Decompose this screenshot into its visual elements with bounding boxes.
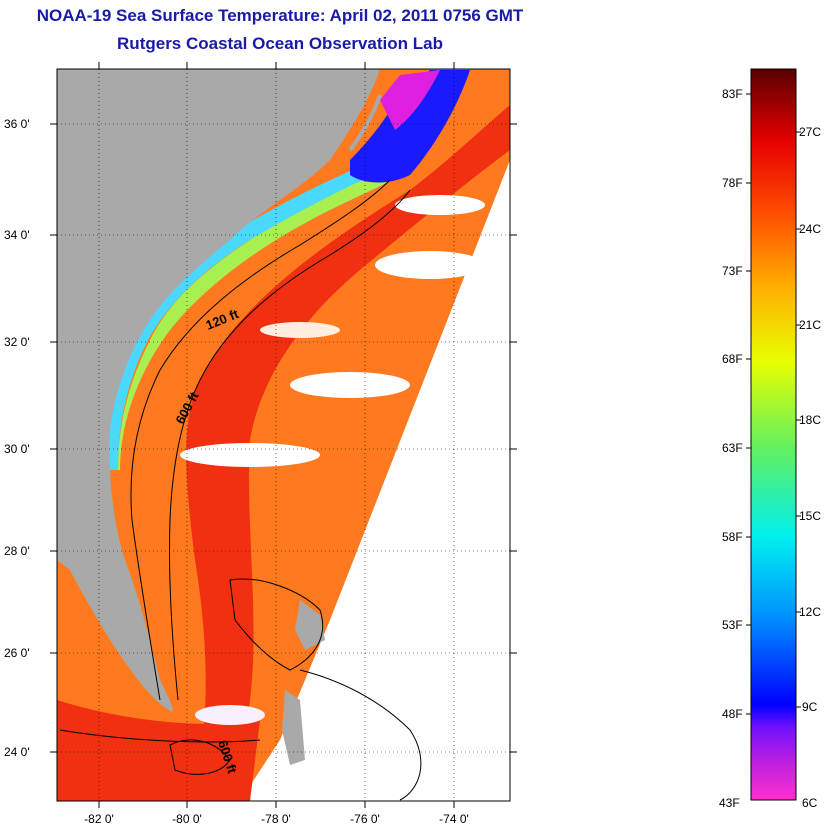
colorbar-f-label: 53F — [722, 618, 743, 632]
map-area: 120 ft 600 ft 600 ft — [57, 69, 510, 801]
contour-120ft — [130, 179, 391, 701]
cloud-patch — [180, 443, 320, 467]
colorbar-c-label: 6C — [802, 796, 818, 810]
lat-label: 28 0' — [4, 544, 30, 558]
lat-label: 30 0' — [4, 442, 30, 456]
colorbar-f-label: 68F — [722, 352, 743, 366]
lat-label: 36 0' — [4, 117, 30, 131]
lat-label: 34 0' — [4, 228, 30, 242]
land-bahamas — [282, 600, 325, 765]
colorbar-c-label: 9C — [802, 700, 818, 714]
cold-inshore-water — [350, 70, 470, 183]
map-ticks — [50, 62, 517, 808]
colorbar-f-label: 43F — [719, 796, 740, 810]
lon-label: -76 0' — [350, 812, 380, 826]
colorbar-c-label: 15C — [799, 509, 822, 523]
map-frame — [56, 68, 511, 802]
colorbar-f-label: 78F — [722, 176, 743, 190]
colorbar-c-label: 24C — [799, 222, 822, 236]
lat-label: 32 0' — [4, 335, 30, 349]
lon-label: -80 0' — [172, 812, 202, 826]
contour-600ft — [168, 189, 411, 701]
colorbar-c-label: 12C — [799, 605, 822, 619]
lon-label: -74 0' — [439, 812, 469, 826]
colorbar-f-label: 58F — [722, 530, 743, 544]
land-mainland — [57, 69, 380, 712]
colorbar-c-label: 21C — [799, 318, 822, 332]
lat-label: 24 0' — [4, 745, 30, 759]
colorbar-f-label: 83F — [722, 87, 743, 101]
map-subtitle: Rutgers Coastal Ocean Observation Lab — [117, 34, 443, 53]
colorbar-f-label: 48F — [722, 707, 743, 721]
map-title: NOAA-19 Sea Surface Temperature: April 0… — [36, 6, 524, 25]
lon-label: -82 0' — [84, 812, 114, 826]
shelf-water — [118, 170, 400, 470]
lon-label: -78 0' — [261, 812, 291, 826]
colorbar-c-label: 27C — [799, 125, 822, 139]
colorbar — [750, 68, 797, 801]
colorbar-c-label: 18C — [799, 413, 822, 427]
colorbar-f-label: 73F — [722, 264, 743, 278]
lat-label: 26 0' — [4, 646, 30, 660]
colorbar-ticks — [746, 93, 801, 715]
colorbar-f-label: 63F — [722, 441, 743, 455]
